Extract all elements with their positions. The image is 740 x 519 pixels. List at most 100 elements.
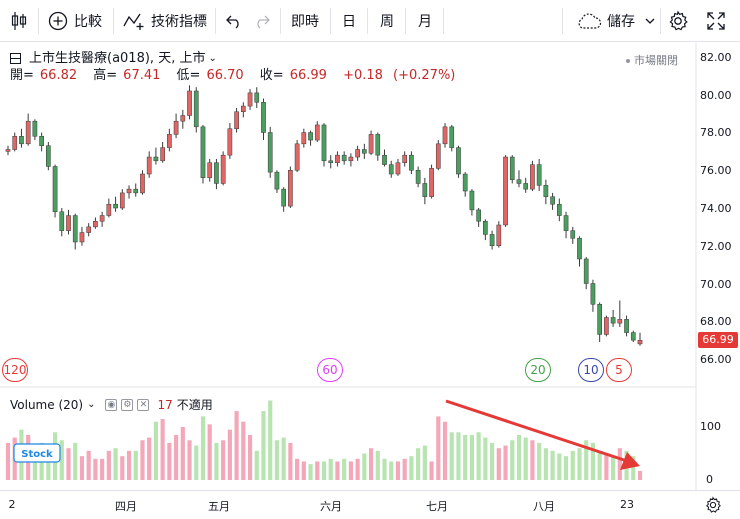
interval-realtime-button[interactable]: 即時	[291, 0, 319, 42]
candle	[341, 154, 347, 162]
candle	[72, 215, 78, 243]
candle	[516, 179, 522, 184]
candle	[577, 237, 582, 260]
time-tick: 五月	[208, 500, 230, 513]
candle	[375, 134, 381, 156]
volume-bar	[234, 411, 239, 480]
volume-bar	[73, 442, 78, 480]
candle	[429, 168, 434, 197]
interval-month-button[interactable]: 月	[418, 0, 432, 42]
save-button[interactable]: 儲存	[576, 0, 655, 42]
time-axis[interactable]: 2 四月 五月 六月 七月 八月 23	[0, 490, 740, 519]
candle	[86, 226, 92, 233]
price-tick: 72.00	[700, 240, 732, 253]
candle	[254, 92, 260, 103]
volume-label: Volume (20)	[10, 397, 84, 412]
volume-bar	[66, 448, 71, 480]
volume-bar	[597, 450, 602, 480]
candle	[590, 283, 596, 305]
candle-chart-type-button[interactable]	[10, 0, 28, 42]
compare-button[interactable]: 比較	[48, 0, 102, 42]
candle	[133, 188, 139, 194]
volume-bar	[510, 440, 515, 480]
candle	[79, 232, 85, 243]
volume-bar	[611, 456, 616, 480]
volume-bar	[362, 453, 367, 480]
volume-legend: Volume (20) ⌄ ◉ ⚙ ✕ 17 不適用	[10, 396, 213, 413]
volume-bar	[436, 416, 441, 480]
candle	[19, 136, 24, 145]
ma-60-marker[interactable]: 60	[317, 358, 343, 382]
indicators-button[interactable]: 技術指標	[123, 0, 207, 42]
ma-5-marker[interactable]: 5	[606, 358, 632, 382]
candle	[173, 120, 179, 135]
redo-button[interactable]	[253, 0, 271, 42]
time-tick: 七月	[426, 500, 448, 513]
price-tick: 76.00	[700, 164, 732, 177]
settings-button[interactable]	[667, 0, 689, 42]
volume-bar	[355, 458, 360, 480]
volume-bar	[429, 461, 434, 480]
visibility-icon[interactable]: ◉	[105, 398, 118, 411]
volume-bar	[268, 400, 273, 480]
undo-button[interactable]	[225, 0, 243, 42]
candle	[570, 230, 576, 239]
candle	[314, 124, 320, 141]
candle	[180, 115, 186, 122]
high-label: 高=	[93, 68, 118, 83]
candle	[207, 162, 213, 179]
interval-day-button[interactable]: 日	[342, 0, 356, 42]
volume-bar	[483, 437, 488, 480]
candle	[368, 134, 374, 154]
candle	[382, 154, 387, 165]
volume-bar	[570, 450, 575, 480]
candle	[146, 156, 152, 175]
redo-icon	[253, 13, 271, 29]
volume-bar	[247, 434, 253, 480]
close-icon[interactable]: ✕	[137, 398, 150, 411]
chevron-down-icon[interactable]: ⌄	[208, 53, 217, 64]
candle	[523, 183, 529, 190]
volume-bar	[342, 458, 347, 480]
collapse-icon[interactable]	[10, 53, 21, 64]
candle	[435, 143, 441, 169]
candle	[281, 188, 286, 207]
candle	[39, 136, 44, 146]
volume-bar	[382, 458, 387, 480]
ma-20-marker[interactable]: 20	[525, 358, 551, 382]
interval-label: 即時	[291, 14, 319, 30]
volume-bar	[321, 461, 327, 480]
volume-bar	[274, 440, 280, 480]
settings-icon[interactable]: ⚙	[121, 398, 134, 411]
candle	[301, 132, 307, 145]
volume-bar	[241, 421, 246, 480]
price-chart[interactable]: Stock	[0, 0, 740, 490]
fullscreen-button[interactable]	[706, 0, 726, 42]
candle	[328, 160, 334, 163]
candle	[187, 90, 192, 116]
volume-bar	[160, 419, 165, 480]
candle	[395, 162, 401, 175]
volume-bar	[86, 450, 91, 480]
volume-bar	[590, 442, 596, 480]
volume-bar	[59, 440, 64, 480]
interval-week-button[interactable]: 周	[380, 0, 394, 42]
candle	[32, 120, 38, 137]
volume-bar	[409, 456, 414, 480]
gear-icon[interactable]	[704, 496, 722, 518]
volume-bar	[140, 440, 145, 480]
ma-10-marker[interactable]: 10	[578, 358, 604, 382]
time-tick: 2	[8, 498, 16, 511]
chevron-down-icon[interactable]: ⌄	[87, 399, 96, 410]
volume-bar	[227, 429, 232, 480]
ma-120-marker[interactable]: 120	[2, 358, 28, 382]
volume-bar	[153, 421, 158, 480]
price-tick: 66.00	[700, 353, 732, 366]
open-value: 66.82	[39, 68, 78, 83]
volume-bar	[174, 434, 179, 480]
candle	[261, 102, 266, 133]
volume-bar	[557, 453, 562, 480]
volume-bar	[167, 442, 172, 480]
candle	[12, 136, 18, 150]
time-tick: 四月	[115, 500, 137, 513]
